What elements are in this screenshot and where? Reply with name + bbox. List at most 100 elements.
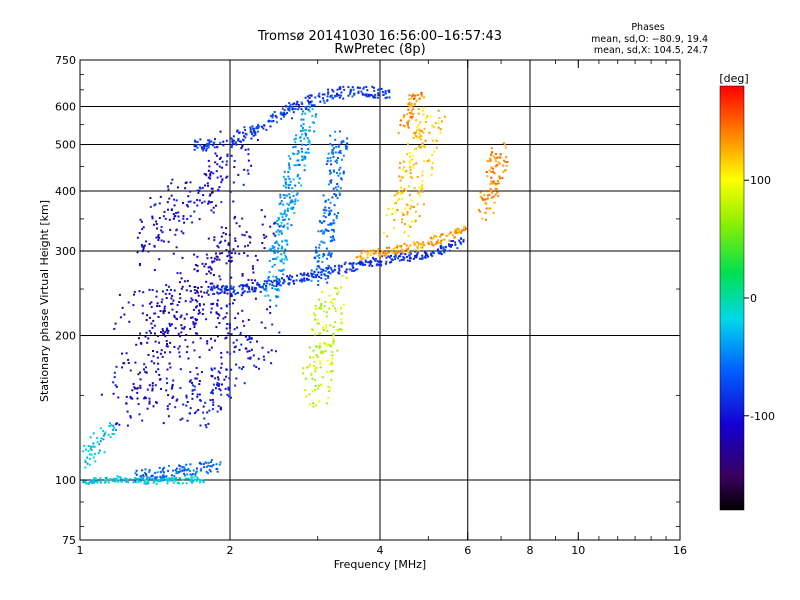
data-point bbox=[182, 403, 185, 406]
data-point bbox=[221, 166, 224, 169]
data-point bbox=[187, 200, 190, 203]
data-point bbox=[176, 304, 179, 307]
data-point bbox=[415, 256, 418, 259]
data-point bbox=[226, 323, 229, 325]
data-point bbox=[189, 469, 191, 472]
data-point bbox=[142, 474, 145, 477]
data-point bbox=[312, 273, 315, 275]
data-point bbox=[210, 256, 213, 259]
data-point bbox=[287, 175, 290, 178]
data-point bbox=[396, 244, 399, 247]
data-point bbox=[332, 235, 334, 238]
data-point bbox=[211, 369, 214, 372]
data-point bbox=[357, 90, 360, 93]
data-point bbox=[205, 461, 208, 464]
data-point bbox=[141, 228, 144, 231]
data-point bbox=[315, 354, 318, 357]
data-point bbox=[464, 229, 467, 232]
data-point bbox=[499, 177, 501, 180]
data-point bbox=[338, 96, 341, 99]
data-point bbox=[479, 195, 482, 198]
data-point bbox=[320, 383, 323, 386]
data-point bbox=[289, 200, 292, 203]
data-point bbox=[330, 361, 333, 364]
data-point bbox=[502, 170, 505, 173]
data-point bbox=[129, 395, 132, 398]
data-point bbox=[315, 246, 317, 249]
data-point bbox=[193, 139, 196, 142]
data-point bbox=[432, 237, 435, 240]
data-point bbox=[209, 177, 212, 180]
data-point bbox=[416, 126, 419, 129]
data-point bbox=[291, 190, 294, 193]
data-point bbox=[324, 342, 327, 345]
data-point bbox=[194, 377, 197, 380]
data-point bbox=[333, 193, 336, 195]
data-point bbox=[175, 246, 178, 249]
data-point bbox=[136, 397, 139, 400]
data-point bbox=[170, 288, 172, 291]
data-point bbox=[151, 387, 154, 390]
data-point bbox=[417, 249, 420, 252]
data-point bbox=[87, 450, 90, 453]
data-point bbox=[271, 323, 274, 326]
data-point bbox=[296, 175, 299, 178]
data-point bbox=[504, 169, 506, 172]
data-point bbox=[430, 252, 432, 255]
data-point bbox=[334, 95, 337, 98]
data-point bbox=[499, 153, 502, 156]
data-point bbox=[167, 469, 170, 472]
data-point bbox=[286, 207, 289, 210]
data-point bbox=[380, 87, 383, 90]
data-point bbox=[205, 273, 208, 276]
data-point bbox=[460, 242, 463, 245]
data-point bbox=[249, 236, 252, 239]
data-point bbox=[325, 326, 328, 329]
data-point bbox=[334, 138, 337, 141]
data-point bbox=[272, 258, 275, 260]
data-point bbox=[270, 280, 273, 283]
data-point bbox=[237, 139, 240, 142]
data-point bbox=[283, 280, 286, 283]
data-point bbox=[360, 252, 363, 255]
data-point bbox=[161, 328, 164, 330]
data-point bbox=[387, 252, 389, 255]
data-point bbox=[207, 184, 209, 187]
data-point bbox=[415, 254, 418, 257]
data-point bbox=[360, 90, 363, 93]
data-point bbox=[157, 239, 160, 241]
data-point bbox=[245, 231, 248, 234]
data-point bbox=[308, 363, 311, 366]
data-point bbox=[332, 228, 335, 231]
data-point bbox=[443, 251, 446, 254]
data-point bbox=[84, 461, 87, 463]
data-point bbox=[314, 115, 317, 118]
data-point bbox=[421, 109, 424, 112]
data-point bbox=[225, 249, 228, 251]
data-point bbox=[179, 387, 182, 389]
data-point bbox=[216, 410, 219, 413]
data-point bbox=[102, 430, 104, 432]
data-point bbox=[237, 312, 240, 315]
data-point bbox=[332, 304, 335, 307]
data-point bbox=[235, 377, 238, 380]
data-point bbox=[285, 240, 288, 243]
data-point bbox=[197, 409, 200, 411]
data-point bbox=[490, 190, 493, 192]
data-point bbox=[232, 287, 235, 290]
data-point bbox=[282, 219, 285, 221]
data-point bbox=[184, 300, 187, 303]
data-point bbox=[226, 175, 229, 178]
data-point bbox=[249, 241, 252, 244]
data-point bbox=[250, 348, 253, 351]
colorbar-tick-label: 100 bbox=[750, 174, 771, 187]
data-point bbox=[200, 286, 203, 288]
data-point bbox=[264, 294, 267, 297]
data-point bbox=[359, 256, 362, 259]
data-point bbox=[337, 212, 340, 215]
data-point bbox=[95, 478, 98, 481]
data-point bbox=[491, 191, 494, 194]
data-point bbox=[249, 341, 252, 344]
data-point bbox=[355, 262, 358, 265]
data-point bbox=[162, 422, 165, 425]
